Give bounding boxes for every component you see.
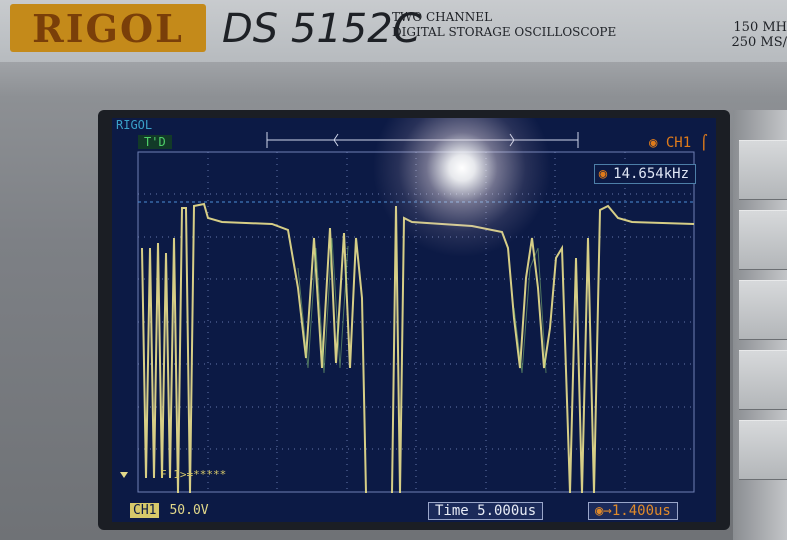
ch1-waveform-trace: [141, 202, 695, 494]
menu-button-5[interactable]: [739, 420, 787, 480]
time-base: Time 5.000us: [428, 502, 544, 520]
frequency-readout: ◉ 14.654kHz: [593, 164, 696, 184]
specs: 150 MH 250 MS/: [707, 20, 787, 50]
oscilloscope-screen: RIGOL T'D ◉ CH1 ⌠ ◉ 14.654kHz F 1>=***** …: [112, 118, 716, 522]
trigger-icon: ◉: [598, 166, 608, 182]
menu-button-1[interactable]: [739, 140, 787, 200]
brand-strip: RIGOL DS 5152C TWO CHANNEL DIGITAL STORA…: [0, 0, 787, 62]
offset-icon: ◉→: [595, 503, 612, 519]
spec-sample-rate: 250 MS/: [731, 35, 787, 50]
spec-bandwidth: 150 MH: [733, 20, 787, 35]
trigger-channel-label: CH1: [665, 135, 692, 151]
trigger-offset: ◉→1.400us: [588, 502, 678, 520]
screen-brand-label: RIGOL: [116, 118, 153, 132]
memory-position-bar: [266, 132, 579, 148]
ch1-waveform-ghost: [297, 237, 547, 374]
graticule-grid: [138, 152, 694, 492]
status-bar: CH1 50.0V Time 5.000us ◉→1.400us: [112, 498, 716, 522]
menu-button-2[interactable]: [739, 210, 787, 270]
side-button-panel: [733, 110, 787, 540]
rising-edge-icon: ⌠: [691, 135, 708, 151]
brand-logo: RIGOL: [10, 4, 206, 52]
channel-ground-marker: [120, 472, 128, 478]
volts-per-div: 50.0V: [169, 503, 209, 518]
model-name: DS 5152C: [222, 6, 421, 52]
menu-button-4[interactable]: [739, 350, 787, 410]
model-description: TWO CHANNEL DIGITAL STORAGE OSCILLOSCOPE: [392, 10, 616, 40]
math-status: F 1>=*****: [160, 468, 227, 481]
channel-scale: CH1 50.0V: [130, 503, 209, 518]
trigger-status: T'D: [138, 135, 172, 149]
trigger-channel: ◉ CH1 ⌠: [649, 135, 708, 151]
frequency-value: 14.654kHz: [613, 166, 689, 182]
description-line-1: TWO CHANNEL: [392, 10, 493, 24]
channel-chip: CH1: [130, 503, 160, 518]
menu-button-3[interactable]: [739, 280, 787, 340]
description-line-2: DIGITAL STORAGE OSCILLOSCOPE: [392, 25, 617, 39]
trigger-source-icon: ◉: [648, 135, 666, 151]
trigger-offset-value: 1.400us: [611, 503, 671, 519]
